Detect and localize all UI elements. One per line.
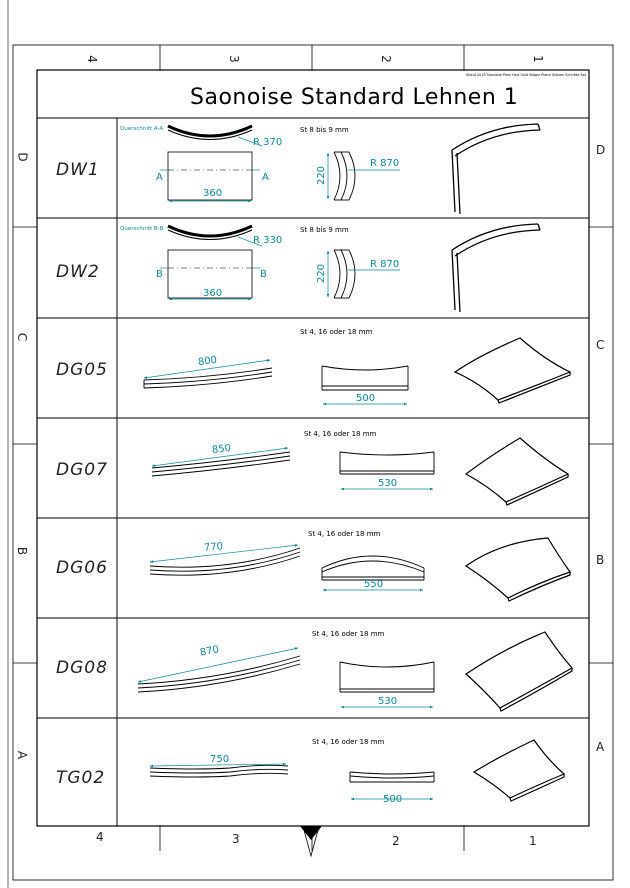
dg07-length-dim: [151, 447, 289, 467]
dw1-width: 360: [203, 188, 223, 199]
dw1-height: 220: [316, 165, 328, 186]
dg05-side-view: [143, 367, 273, 389]
dw1-section-label: Querschnitt A-A: [120, 126, 164, 132]
dw1-radius-leader: [237, 136, 263, 147]
dg07-iso-view: [464, 437, 570, 506]
zone-row-right-a: A: [596, 740, 605, 754]
dg06-thickness: St 4, 16 oder 18 mm: [308, 530, 381, 538]
dg05-length-dim: [143, 359, 271, 379]
dg05-thickness: St 4, 16 oder 18 mm: [300, 328, 373, 336]
tg02-front-view: [349, 771, 435, 783]
zone-col-top-4: 4: [84, 55, 99, 63]
dg08-thickness: St 4, 16 oder 18 mm: [312, 630, 385, 638]
dw2-section-arc: [167, 224, 253, 240]
zone-col-bottom-4: 4: [96, 830, 104, 844]
part-code-dg07: DG07: [56, 460, 108, 480]
tg02-side-view: [149, 764, 289, 778]
zone-row-right-d: D: [596, 143, 606, 157]
dg07-thickness: St 4, 16 oder 18 mm: [304, 430, 377, 438]
dw1-radius-section: R 370: [253, 137, 283, 148]
dw1-thickness: St 8 bis 9 mm: [300, 126, 349, 134]
dw2-section-mark-left: B: [156, 269, 163, 280]
zone-col-bottom-2: 2: [392, 834, 400, 848]
zone-col-top-1: 1: [530, 55, 545, 63]
dg07-front-view: [339, 451, 435, 475]
dw1-section-arc: [167, 124, 253, 140]
sheet-title: Saonoise Standard Lehnen 1: [190, 85, 519, 110]
zone-col-top-3: 3: [226, 55, 241, 63]
dw1-side-view: [333, 151, 356, 201]
dg06-front-view: [321, 555, 425, 581]
part-code-dg05: DG05: [56, 360, 108, 380]
part-code-dw1: DW1: [56, 160, 100, 180]
tg02-thickness: St 4, 16 oder 18 mm: [312, 738, 385, 746]
dg07-side-view: [151, 451, 291, 477]
dw2-section-mark-right: B: [260, 269, 267, 280]
dw1-iso-view: [451, 123, 541, 215]
dg08-width: 530: [378, 696, 398, 707]
dw2-radius-section: R 330: [253, 235, 283, 246]
dw2-iso-view: [451, 223, 541, 313]
dg08-length-dim: [137, 647, 299, 683]
dg06-length: 770: [203, 541, 224, 554]
zone-col-top-2: 2: [378, 55, 393, 63]
part-code-dw2: DW2: [56, 262, 100, 282]
header-note: Stand 2019 Saonoise Plexi Holz Gold Böge…: [466, 73, 586, 77]
dg06-length-dim: [149, 543, 299, 564]
zone-col-bottom-3: 3: [232, 832, 240, 846]
dw2-radius-side: R 870: [370, 259, 400, 270]
dw2-side-view: [333, 249, 356, 299]
dw1-radius-side: R 870: [370, 158, 400, 169]
dw2-section-label: Querschnitt B-B: [120, 226, 164, 232]
tg02-iso-view: [472, 739, 566, 802]
tg02-length: 750: [210, 754, 230, 765]
zone-row-right-c: C: [596, 338, 605, 352]
part-code-dg06: DG06: [56, 558, 108, 578]
zone-col-bottom-1: 1: [529, 834, 537, 848]
zone-row-left-d: D: [15, 152, 30, 162]
tg02-length-dim: [149, 762, 287, 768]
dg08-iso-view: [465, 631, 573, 712]
dg06-iso-view: [464, 537, 571, 602]
part-code-tg02: TG02: [56, 768, 106, 788]
tg02-width: 500: [383, 794, 403, 805]
part-code-dg08: DG08: [56, 658, 108, 678]
dw2-height: 220: [316, 263, 328, 284]
dg06-width: 550: [364, 579, 384, 590]
dg07-width: 530: [378, 478, 398, 489]
zone-row-left-b: B: [15, 546, 30, 556]
dw2-thickness: St 8 bis 9 mm: [300, 226, 349, 234]
centering-arrow-icon: [300, 826, 322, 840]
dw2-width: 360: [203, 288, 223, 299]
dg08-side-view: [137, 655, 301, 693]
zone-row-left-a: A: [15, 750, 30, 760]
dg07-length: 850: [211, 442, 232, 457]
dg06-side-view: [149, 547, 301, 576]
dw1-section-mark-right: A: [262, 172, 269, 183]
dg05-iso-view: [453, 337, 572, 404]
zone-row-right-b: B: [596, 553, 605, 567]
dw1-section-mark-left: A: [156, 172, 163, 183]
dg05-front-view: [321, 365, 409, 391]
dg08-front-view: [339, 661, 435, 693]
dg05-width: 500: [356, 393, 376, 404]
zone-row-left-c: C: [15, 332, 30, 342]
